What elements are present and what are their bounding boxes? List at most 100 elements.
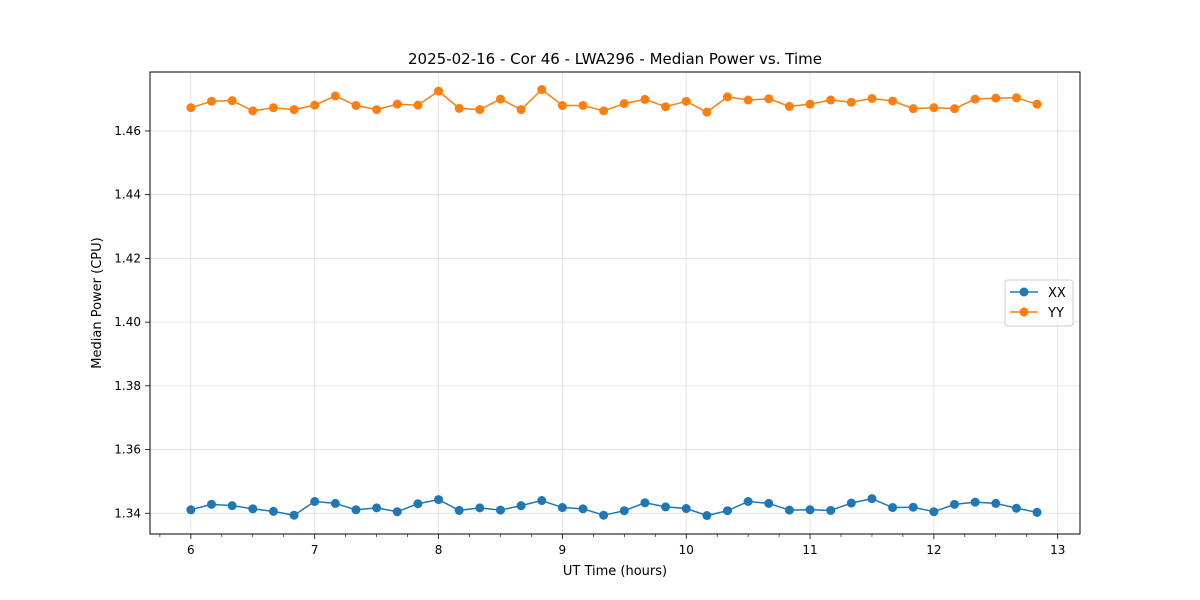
data-point-xx: [392, 507, 402, 517]
data-point-yy: [557, 100, 567, 110]
data-point-yy: [289, 105, 299, 115]
data-point-xx: [599, 510, 609, 520]
y-tick-label: 1.40: [114, 315, 141, 329]
data-point-xx: [681, 504, 691, 514]
data-point-yy: [661, 102, 671, 112]
data-point-yy: [186, 103, 196, 113]
data-point-xx: [289, 510, 299, 520]
data-point-xx: [351, 505, 361, 515]
data-point-xx: [186, 505, 196, 515]
data-point-xx: [846, 498, 856, 508]
data-point-yy: [475, 105, 485, 115]
legend-label-xx: XX: [1048, 286, 1066, 301]
data-point-xx: [702, 511, 712, 521]
data-point-xx: [1032, 507, 1042, 517]
x-tick-label: 9: [559, 543, 567, 557]
data-point-yy: [681, 96, 691, 106]
data-point-xx: [640, 498, 650, 508]
plot-frame: [149, 71, 1081, 535]
data-point-yy: [351, 100, 361, 110]
data-point-xx: [764, 498, 774, 508]
legend-entry-xx: XX: [1010, 286, 1066, 301]
data-point-xx: [867, 494, 877, 504]
x-tick-label: 11: [802, 543, 817, 557]
data-point-xx: [475, 503, 485, 513]
x-tick-label: 7: [311, 543, 319, 557]
data-point-yy: [1011, 93, 1021, 103]
x-tick-label: 12: [926, 543, 941, 557]
data-point-xx: [743, 497, 753, 507]
legend-label-yy: YY: [1047, 306, 1064, 321]
data-point-yy: [640, 94, 650, 104]
data-point-yy: [929, 103, 939, 113]
data-point-yy: [1032, 99, 1042, 109]
data-point-yy: [392, 99, 402, 109]
data-point-xx: [495, 505, 505, 515]
data-point-xx: [454, 505, 464, 515]
data-point-xx: [207, 499, 217, 509]
data-point-yy: [805, 99, 815, 109]
legend-entry-yy: YY: [1010, 306, 1064, 321]
data-point-yy: [764, 94, 774, 104]
x-axis: 6 7 8 9 10 11 12 13: [159, 534, 1065, 557]
data-point-yy: [826, 95, 836, 105]
chart-title: 2025-02-16 - Cor 46 - LWA296 - Median Po…: [408, 50, 822, 68]
data-point-yy: [784, 101, 794, 111]
x-tick-label: 13: [1050, 543, 1065, 557]
y-axis-label: Median Power (CPU): [90, 237, 105, 368]
data-point-yy: [268, 103, 278, 113]
data-point-yy: [599, 106, 609, 116]
data-point-xx: [888, 503, 898, 513]
y-tick-label: 1.36: [114, 443, 141, 457]
data-point-yy: [867, 93, 877, 103]
data-point-xx: [372, 503, 382, 513]
data-point-xx: [826, 505, 836, 515]
y-tick-label: 1.46: [114, 124, 141, 138]
data-point-yy: [702, 107, 712, 117]
data-point-xx: [537, 496, 547, 506]
data-point-yy: [310, 100, 320, 110]
data-point-yy: [227, 96, 237, 106]
data-point-xx: [805, 505, 815, 515]
data-point-yy: [413, 100, 423, 110]
data-point-xx: [1011, 503, 1021, 513]
data-point-yy: [330, 91, 340, 101]
data-point-xx: [557, 503, 567, 513]
data-point-yy: [434, 86, 444, 96]
data-point-yy: [991, 93, 1001, 103]
data-point-xx: [413, 499, 423, 509]
data-point-xx: [784, 505, 794, 515]
x-tick-label: 10: [679, 543, 694, 557]
data-point-yy: [537, 85, 547, 95]
data-point-xx: [950, 499, 960, 509]
data-point-xx: [330, 498, 340, 508]
grid-lines: [150, 72, 1080, 534]
data-point-yy: [207, 96, 217, 106]
series-lines: [186, 85, 1042, 521]
x-tick-label: 8: [435, 543, 443, 557]
legend: XX YY: [1004, 279, 1074, 327]
data-point-xx: [434, 495, 444, 505]
data-point-xx: [248, 504, 258, 514]
data-point-yy: [372, 105, 382, 115]
data-point-xx: [619, 506, 629, 516]
y-axis: 1.34 1.36 1.38 1.40 1.42 1.44 1.46: [114, 124, 150, 520]
data-point-xx: [516, 501, 526, 511]
data-point-yy: [248, 106, 258, 116]
data-point-xx: [929, 507, 939, 517]
data-point-xx: [970, 497, 980, 507]
data-point-xx: [227, 501, 237, 511]
data-point-xx: [268, 506, 278, 516]
data-point-yy: [619, 99, 629, 109]
y-tick-label: 1.44: [114, 188, 141, 202]
y-tick-label: 1.38: [114, 379, 141, 393]
data-point-yy: [743, 95, 753, 105]
data-point-xx: [991, 498, 1001, 508]
y-tick-label: 1.34: [114, 506, 141, 520]
data-point-xx: [661, 502, 671, 512]
y-tick-label: 1.42: [114, 251, 141, 265]
data-point-xx: [578, 504, 588, 514]
legend-marker-yy: [1019, 307, 1029, 317]
